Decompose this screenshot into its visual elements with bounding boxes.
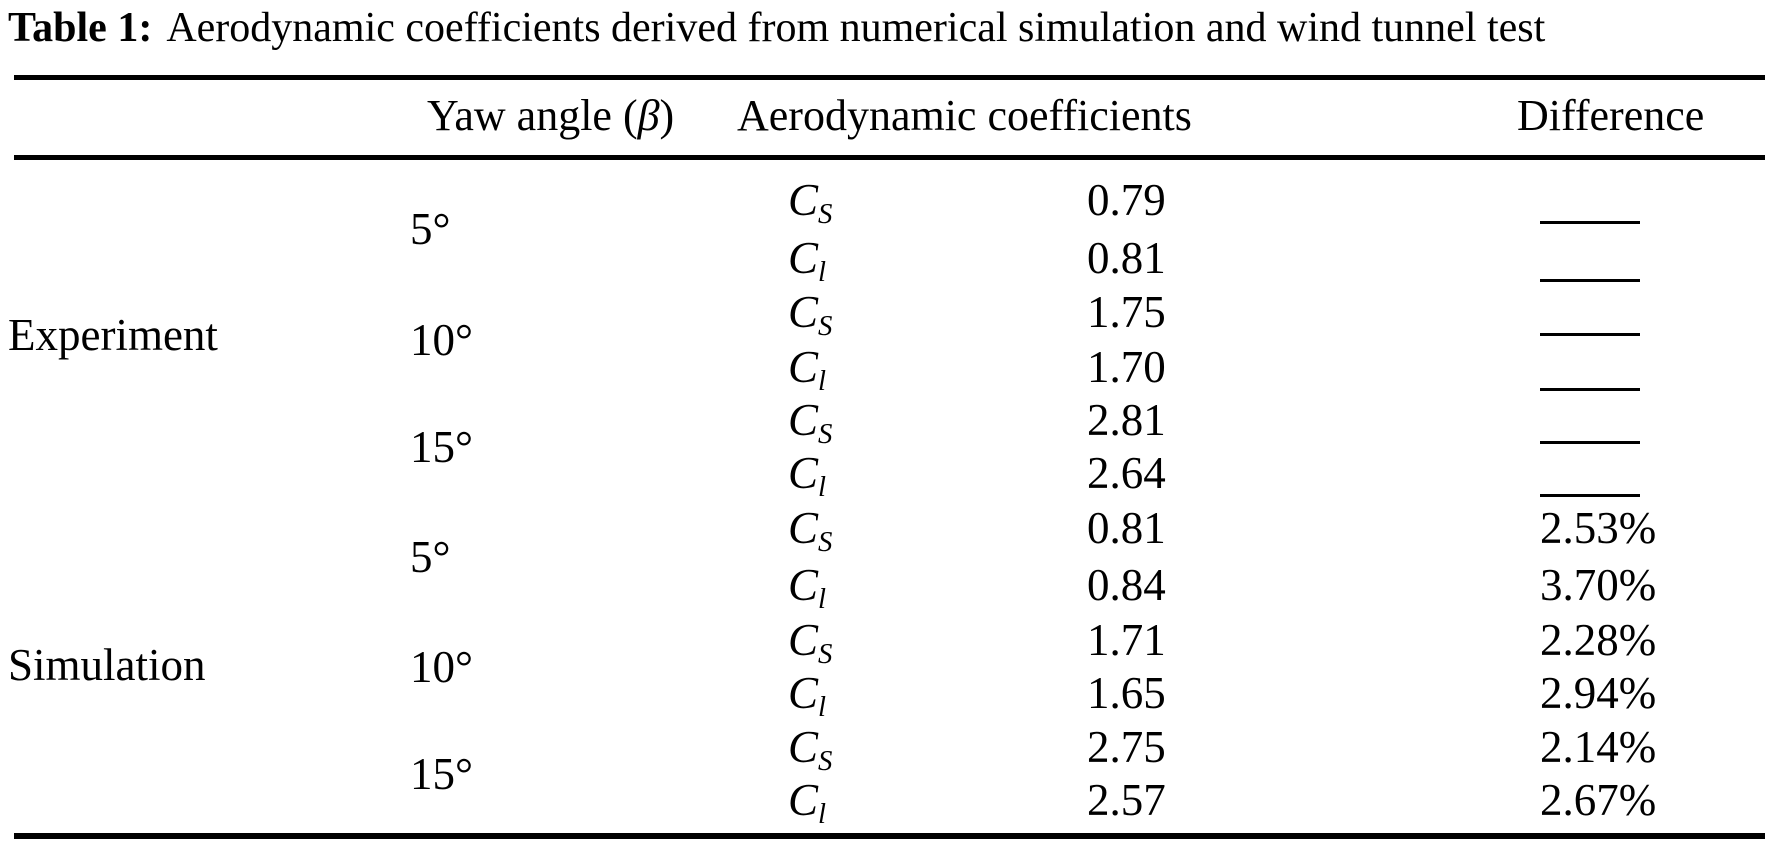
coefficient-symbol: Cl [788,231,827,289]
table-number: Table 1: [8,5,153,51]
coefficient-symbol: CS [788,720,833,778]
coefficient-subscript: S [818,638,833,671]
yaw-angle-experiment-5: 5° [410,204,451,254]
coefficient-value: 0.79 [1087,175,1166,225]
coefficient-subscript: S [818,198,833,231]
yaw-header-text: Yaw angle ( [427,91,638,140]
table-row: CS 1.75 [0,285,1779,343]
coefficient-subscript: S [818,526,833,559]
coefficient-symbol: CS [788,173,833,231]
coefficient-base: C [788,668,819,718]
table-row: CS 0.81 2.53% [0,501,1779,559]
coefficient-symbol: CS [788,393,833,451]
difference-dash [1540,388,1640,391]
table-header-row: Yaw angle (β) Aerodynamic coefficients D… [0,80,1779,152]
coefficient-base: C [788,342,819,392]
table-row: CS 2.81 [0,393,1779,451]
coefficient-value: 0.81 [1087,503,1166,553]
coefficient-subscript: l [818,471,827,504]
coefficient-subscript: l [818,583,827,616]
difference-value: 2.28% [1540,615,1657,665]
coefficient-symbol: CS [788,501,833,559]
table-row: CS 2.75 2.14% [0,720,1779,778]
beta-symbol: β [637,91,660,140]
coefficient-subscript: l [818,798,827,831]
difference-dash [1540,494,1640,497]
coefficient-symbol: Cl [788,773,827,831]
table-caption: Table 1: Aerodynamic coefficients derived… [8,0,1545,56]
coefficient-value: 1.70 [1087,342,1166,392]
table-row: CS 1.71 2.28% [0,613,1779,671]
coefficient-base: C [788,615,819,665]
coefficient-symbol: CS [788,613,833,671]
coefficient-value: 1.71 [1087,615,1166,665]
table-row: CS 0.79 [0,173,1779,231]
yaw-angle-simulation-15: 15° [410,749,473,799]
coefficient-value: 1.65 [1087,668,1166,718]
difference-value: 2.67% [1540,775,1657,825]
group-label-experiment: Experiment [8,310,218,360]
table-row: Cl 1.70 [0,340,1779,398]
coefficient-base: C [788,503,819,553]
coefficient-subscript: l [818,691,827,724]
coefficient-symbol: Cl [788,446,827,504]
group-label-simulation: Simulation [8,640,206,690]
col-header-yaw-angle: Yaw angle (β) [427,80,674,152]
table-row: Cl 2.57 2.67% [0,773,1779,831]
col-header-coefficients: Aerodynamic coefficients [737,91,1192,140]
rule-header-bottom [14,155,1765,160]
coefficient-symbol: Cl [788,340,827,398]
coefficient-value: 2.75 [1087,722,1166,772]
coefficient-value: 2.64 [1087,448,1166,498]
coefficient-base: C [788,287,819,337]
table-row: Cl 0.84 3.70% [0,558,1779,616]
difference-dash [1540,279,1640,282]
coefficient-base: C [788,560,819,610]
yaw-angle-simulation-10: 10° [410,642,473,692]
yaw-angle-simulation-5: 5° [410,532,451,582]
coefficient-base: C [788,175,819,225]
difference-value: 2.53% [1540,503,1657,553]
coefficient-value: 1.75 [1087,287,1166,337]
col-header-difference: Difference [1517,91,1705,140]
coefficient-value: 0.81 [1087,233,1166,283]
yaw-angle-experiment-10: 10° [410,315,473,365]
coefficient-subscript: S [818,310,833,343]
coefficient-value: 2.57 [1087,775,1166,825]
coefficient-symbol: Cl [788,558,827,616]
difference-value: 3.70% [1540,560,1657,610]
rule-top [14,75,1765,80]
coefficient-base: C [788,233,819,283]
coefficient-subscript: l [818,256,827,289]
yaw-header-close: ) [659,91,675,140]
coefficient-subscript: l [818,365,827,398]
coefficient-symbol: CS [788,285,833,343]
rule-bottom [14,833,1765,839]
difference-value: 2.14% [1540,722,1657,772]
yaw-angle-experiment-15: 15° [410,422,473,472]
difference-dash [1540,221,1640,224]
difference-dash [1540,333,1640,336]
table-row: Cl 0.81 [0,231,1779,289]
table-row: Cl 1.65 2.94% [0,666,1779,724]
coefficient-symbol: Cl [788,666,827,724]
coefficient-base: C [788,722,819,772]
coefficient-value: 0.84 [1087,560,1166,610]
coefficient-value: 2.81 [1087,395,1166,445]
coefficient-base: C [788,448,819,498]
coefficient-base: C [788,775,819,825]
coefficient-subscript: S [818,745,833,778]
difference-dash [1540,441,1640,444]
table-row: Cl 2.64 [0,446,1779,504]
caption-text: Aerodynamic coefficients derived from nu… [166,5,1546,51]
coefficient-subscript: S [818,418,833,451]
coefficient-base: C [788,395,819,445]
difference-value: 2.94% [1540,668,1657,718]
